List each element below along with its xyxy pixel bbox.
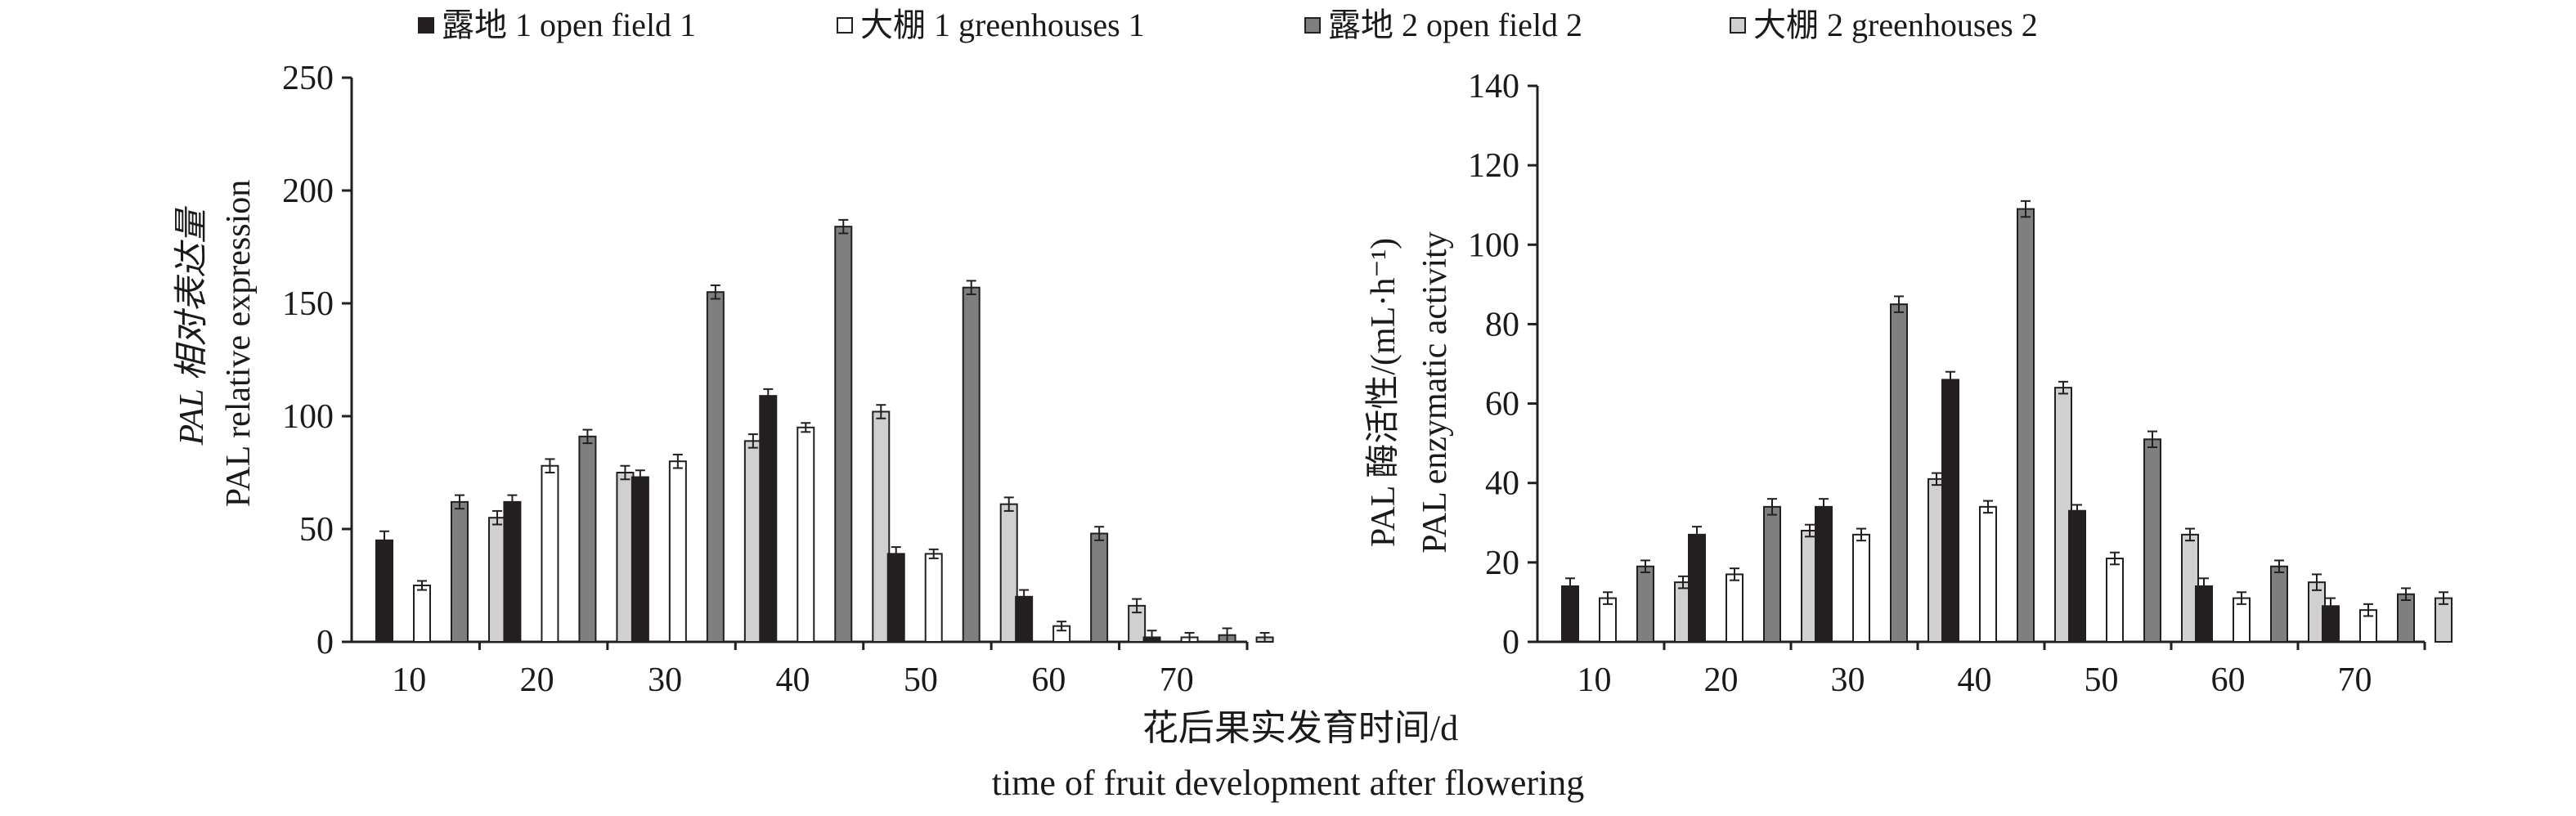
x-tick-label: 70: [2338, 661, 2372, 699]
bar-3-40: [834, 226, 853, 643]
y-tick-label: 0: [1502, 624, 1519, 661]
legend-item-greenhouses-2: 大棚 2 greenhouses 2: [1730, 7, 2038, 43]
bar-2-30: [1852, 533, 1870, 643]
legend-swatch-open-field-2: [1304, 17, 1321, 34]
y-axis-title-line1: PAL 酶活性/(mL·h⁻¹): [1365, 238, 1402, 547]
y-tick-label: 250: [282, 60, 334, 97]
legend: 露地 1 open field 1 大棚 1 greenhouses 1 露地 …: [418, 7, 2038, 43]
x-tick-label: 50: [904, 661, 938, 699]
bar-3-70: [2397, 593, 2415, 643]
y-tick-label: 50: [299, 511, 334, 549]
bar-4-30: [743, 440, 762, 643]
bar-1-30: [631, 476, 649, 643]
bar-4-10: [488, 517, 506, 643]
x-tick-label: 40: [1958, 661, 1992, 699]
bar-3-50: [962, 286, 981, 643]
bar-1-40: [759, 395, 778, 643]
bar-2-30: [668, 460, 687, 643]
bar-4-50: [999, 503, 1018, 643]
y-tick-label: 40: [1485, 465, 1519, 503]
y-axis-title-line1: PAL 相对表达量: [173, 206, 211, 446]
x-tick-label: 10: [1577, 661, 1612, 699]
bar-3-10: [451, 500, 469, 643]
legend-label-greenhouses-1: 大棚 1 greenhouses 1: [860, 7, 1145, 43]
x-tick-label: 40: [776, 661, 810, 699]
y-tick-label: 150: [282, 285, 334, 323]
chart-enzymatic-activity: PAL 酶活性/(mL·h⁻¹) PAL enzymatic activity …: [1365, 68, 2453, 699]
bar-2-50: [924, 553, 943, 643]
bar-2-40: [797, 426, 815, 643]
x-tick-label: 30: [648, 661, 682, 699]
bar-2-20: [541, 464, 559, 643]
bar-1-20: [503, 500, 522, 643]
y-tick-label: 60: [1485, 386, 1519, 424]
legend-swatch-greenhouses-2: [1730, 17, 1746, 34]
legend-item-greenhouses-1: 大棚 1 greenhouses 1: [837, 7, 1145, 43]
legend-label-greenhouses-2: 大棚 2 greenhouses 2: [1753, 7, 2038, 43]
bar-1-50: [886, 553, 905, 643]
legend-swatch-greenhouses-1: [837, 17, 853, 34]
chart-relative-expression: PAL 相对表达量 PAL relative expression 0 50 100…: [173, 60, 1274, 699]
x-tick-label: 20: [520, 661, 554, 699]
x-tick-label: 30: [1831, 661, 1865, 699]
bar-2-20: [1726, 573, 1744, 643]
y-tick-label: 80: [1485, 306, 1519, 343]
x-tick-label: 20: [1704, 661, 1739, 699]
bar-1-30: [1815, 505, 1833, 643]
y-tick-label: 100: [282, 398, 334, 436]
bar-4-20: [616, 472, 635, 643]
bar-1-10: [375, 539, 393, 643]
y-axis-title-line2: PAL enzymatic activity: [1416, 231, 1454, 553]
y-tick-label: 140: [1468, 68, 1519, 105]
bar-4-40: [872, 410, 891, 643]
x-tick-label: 70: [1160, 661, 1194, 699]
bar-3-60: [2270, 565, 2288, 643]
bar-3-20: [578, 435, 597, 643]
bar-1-40: [1941, 379, 1959, 643]
x-axis-title-line2: time of fruit development after flowerin…: [992, 763, 1585, 803]
plot-area-right: 0 20 40 60 80 100 120 140 10 20 30 40 50 60 70: [1468, 68, 2453, 699]
y-tick-label: 0: [316, 624, 334, 661]
legend-label-open-field-1: 露地 1 open field 1: [442, 7, 696, 43]
bar-3-30: [706, 291, 725, 643]
x-axis-title-line1: 花后果实发育时间/d: [1142, 708, 1458, 748]
x-tick-label: 10: [392, 661, 426, 699]
legend-item-open-field-1: 露地 1 open field 1: [418, 7, 696, 43]
bar-2-40: [1979, 505, 1997, 643]
x-tick-label: 50: [2085, 661, 2119, 699]
y-tick-label: 100: [1468, 226, 1519, 264]
y-tick-label: 20: [1485, 545, 1519, 582]
y-tick-label: 200: [282, 173, 334, 210]
legend-item-open-field-2: 露地 2 open field 2: [1304, 7, 1582, 43]
y-axis-title-line2: PAL relative expression: [220, 180, 258, 507]
legend-swatch-open-field-1: [418, 17, 434, 34]
bar-3-40: [2017, 208, 2035, 643]
bar-3-60: [1090, 532, 1109, 643]
bar-2-50: [2106, 558, 2124, 643]
bar-3-50: [2143, 438, 2161, 643]
bar-1-50: [2068, 509, 2086, 643]
bar-1-20: [1688, 533, 1706, 643]
y-tick-label: 120: [1468, 147, 1519, 185]
legend-label-open-field-2: 露地 2 open field 2: [1328, 7, 1582, 43]
bar-3-20: [1763, 505, 1781, 643]
x-tick-label: 60: [1031, 661, 1066, 699]
plot-area-left: 0 50 100 150 200 250 10 20 30 40 50 60 70: [282, 60, 1274, 699]
bar-3-30: [1890, 303, 1908, 643]
bar-2-10: [413, 585, 431, 643]
x-tick-label: 60: [2211, 661, 2246, 699]
bar-3-10: [1636, 565, 1654, 643]
